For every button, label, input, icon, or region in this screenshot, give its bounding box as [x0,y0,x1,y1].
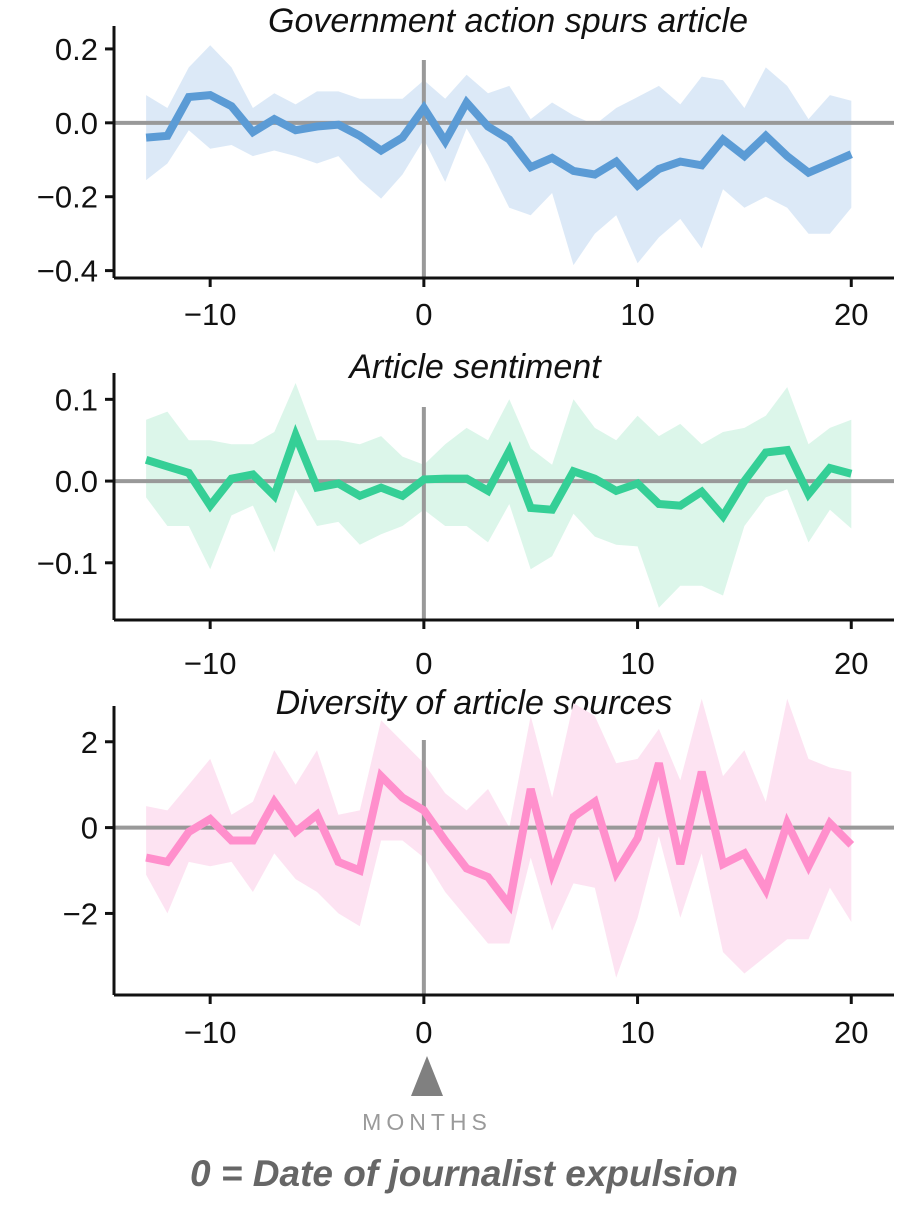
y-tick-label: 0.1 [55,382,98,417]
series-line [145,762,855,915]
x-tick-label: 0 [415,646,432,681]
x-tick-label: 20 [834,646,868,681]
x-tick-label: −10 [184,646,237,681]
panel-source-diversity: Diversity of article sources 20−2−10 0 10 2… [63,684,894,1050]
y-tick-label: 0 [81,811,98,846]
panel-government-action: Government action spurs article 0.2 0.0 −0… [37,2,894,332]
x-tick-label: 0 [415,1015,432,1050]
x-tick-label: 0 [415,297,432,332]
footer-caption: 0 = Date of journalist expulsion [190,1153,738,1194]
plot-area: 20−2−10 0 10 20 [63,698,894,1050]
x-tick-label: 20 [834,297,868,332]
y-tick-label: 0.0 [55,106,98,141]
confidence-band [146,383,852,608]
series-line [144,424,853,523]
y-tick-label: 0.0 [55,464,98,499]
expulsion-marker-icon [411,1056,443,1096]
panel-article-sentiment: Article sentiment 0.1 0.0 −0.1 −10 0 10 20 [37,348,894,681]
plot-area: 0.1 0.0 −0.1 −10 0 10 20 [37,373,894,681]
panel-title: Diversity of article sources [276,684,673,722]
x-tick-label: −10 [184,297,237,332]
y-tick-label: 0.2 [55,32,98,67]
x-tick-label: 10 [620,646,654,681]
x-tick-label: 10 [620,1015,654,1050]
series-line [145,91,853,192]
y-tick-label: 2 [81,725,98,760]
confidence-band [146,698,852,978]
x-unit-label: MONTHS [362,1109,492,1135]
y-tick-label: −2 [63,896,98,931]
x-tick-label: 10 [620,297,654,332]
panel-title: Article sentiment [347,348,602,386]
panel-title: Government action spurs article [268,2,748,40]
confidence-band [146,45,852,266]
x-tick-label: 20 [834,1015,868,1050]
footer: MONTHS 0 = Date of journalist expulsion [190,1056,738,1194]
x-tick-label: −10 [184,1015,237,1050]
y-tick-label: −0.4 [37,254,98,289]
y-tick-label: −0.1 [37,546,98,581]
y-tick-label: −0.2 [37,180,98,215]
plot-area: 0.2 0.0 −0.2 −0.4 −10 0 10 20 [37,26,894,332]
